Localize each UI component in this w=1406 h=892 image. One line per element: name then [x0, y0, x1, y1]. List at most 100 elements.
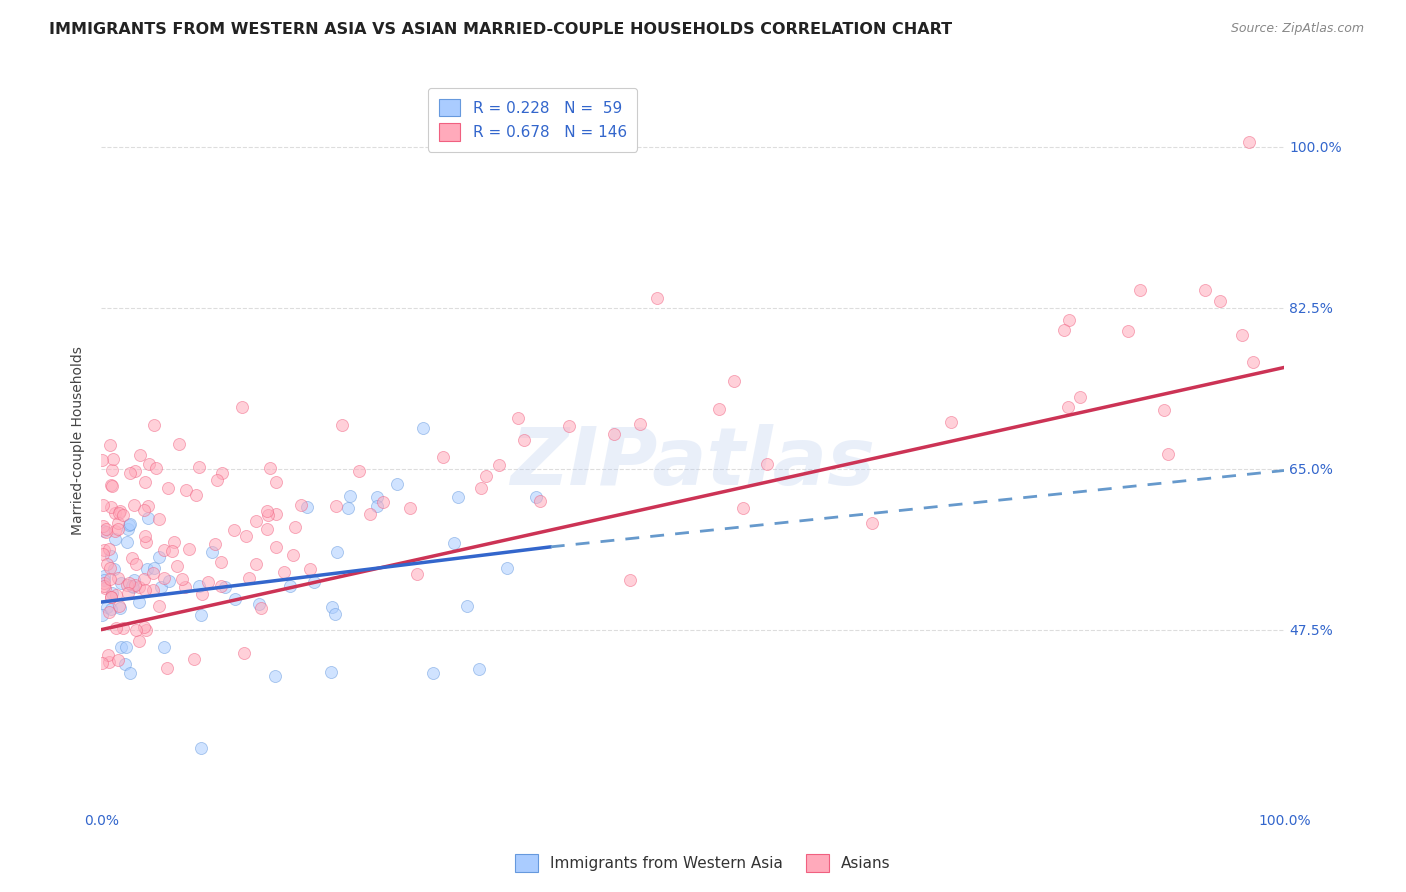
- Point: [447, 491, 470, 505]
- Point: [117, 586, 139, 600]
- Point: [186, 488, 208, 502]
- Point: [107, 516, 129, 530]
- Point: [163, 535, 186, 549]
- Point: [107, 653, 129, 667]
- Y-axis label: Married-couple Households: Married-couple Households: [72, 347, 86, 535]
- Point: [125, 557, 148, 571]
- Point: [323, 607, 346, 621]
- Point: [108, 601, 131, 615]
- Point: [366, 499, 388, 513]
- Point: [166, 558, 188, 573]
- Point: [456, 599, 478, 614]
- Point: [205, 473, 228, 487]
- Point: [939, 415, 962, 429]
- Point: [723, 374, 745, 388]
- Point: [100, 549, 122, 563]
- Point: [128, 594, 150, 608]
- Point: [93, 519, 115, 533]
- Point: [733, 501, 755, 516]
- Point: [148, 512, 170, 526]
- Text: Source: ZipAtlas.com: Source: ZipAtlas.com: [1230, 22, 1364, 36]
- Point: [93, 498, 115, 512]
- Point: [101, 452, 124, 467]
- Point: [321, 599, 343, 614]
- Point: [281, 548, 304, 562]
- Point: [108, 506, 131, 520]
- Point: [107, 571, 129, 585]
- Point: [371, 494, 394, 508]
- Point: [214, 580, 236, 594]
- Point: [245, 514, 267, 528]
- Point: [432, 450, 454, 465]
- Point: [257, 508, 280, 522]
- Point: [247, 597, 270, 611]
- Point: [122, 574, 145, 588]
- Point: [256, 504, 278, 518]
- Point: [488, 458, 510, 473]
- Point: [104, 524, 127, 538]
- Point: [174, 483, 197, 498]
- Point: [496, 560, 519, 574]
- Point: [100, 500, 122, 515]
- Point: [91, 547, 114, 561]
- Point: [222, 523, 245, 537]
- Point: [263, 669, 285, 683]
- Point: [295, 500, 318, 515]
- Point: [142, 582, 165, 597]
- Point: [860, 516, 883, 530]
- Point: [1156, 447, 1178, 461]
- Point: [105, 588, 128, 602]
- Point: [1230, 327, 1253, 342]
- Point: [121, 579, 143, 593]
- Point: [1053, 323, 1076, 337]
- Point: [475, 469, 498, 483]
- Point: [91, 608, 114, 623]
- Point: [256, 522, 278, 536]
- Point: [117, 535, 139, 549]
- Point: [98, 561, 121, 575]
- Point: [209, 579, 232, 593]
- Point: [93, 575, 115, 590]
- Point: [101, 586, 124, 600]
- Point: [524, 490, 547, 504]
- Point: [264, 541, 287, 555]
- Point: [1237, 135, 1260, 149]
- Point: [187, 579, 209, 593]
- Point: [104, 506, 127, 520]
- Point: [336, 500, 359, 515]
- Point: [145, 461, 167, 475]
- Point: [170, 572, 193, 586]
- Point: [93, 579, 115, 593]
- Point: [1129, 283, 1152, 297]
- Point: [118, 517, 141, 532]
- Point: [349, 464, 371, 478]
- Point: [156, 661, 179, 675]
- Point: [135, 623, 157, 637]
- Point: [326, 545, 349, 559]
- Point: [231, 401, 253, 415]
- Legend: Immigrants from Western Asia, Asians: Immigrants from Western Asia, Asians: [508, 846, 898, 880]
- Point: [107, 522, 129, 536]
- Point: [280, 579, 302, 593]
- Point: [98, 655, 121, 669]
- Point: [628, 417, 651, 431]
- Point: [98, 605, 121, 619]
- Point: [91, 656, 114, 670]
- Point: [412, 421, 434, 435]
- Point: [114, 657, 136, 671]
- Point: [100, 602, 122, 616]
- Point: [325, 500, 347, 514]
- Point: [115, 640, 138, 654]
- Point: [149, 580, 172, 594]
- Point: [104, 532, 127, 546]
- Point: [136, 562, 159, 576]
- Point: [245, 557, 267, 571]
- Point: [302, 574, 325, 589]
- Point: [259, 461, 281, 475]
- Point: [100, 590, 122, 604]
- Point: [190, 741, 212, 756]
- Point: [143, 561, 166, 575]
- Point: [93, 573, 115, 587]
- Point: [264, 475, 287, 490]
- Point: [148, 550, 170, 565]
